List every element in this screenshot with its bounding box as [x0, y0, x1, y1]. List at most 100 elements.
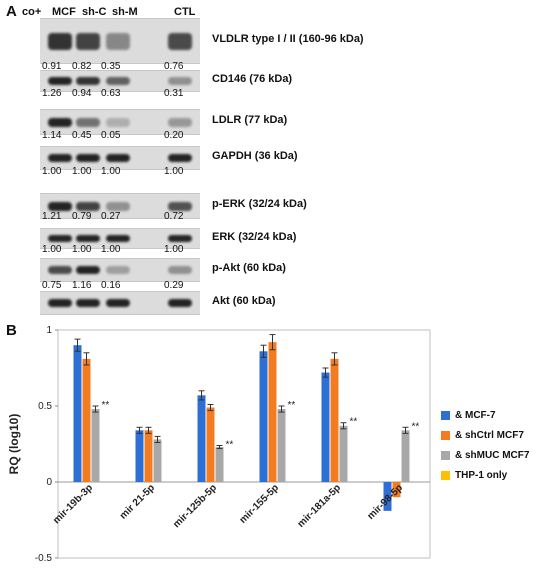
densitometry-value: 1.00 [42, 166, 62, 177]
blot-band [168, 77, 192, 85]
densitometry-value: 0.76 [164, 61, 184, 72]
blot-strip-0 [40, 18, 200, 64]
bar [153, 439, 162, 482]
y-tick-label: 1 [46, 325, 52, 336]
blot-strip-6 [40, 258, 200, 282]
bar [73, 345, 82, 482]
lane-label-co: co+ [22, 6, 42, 18]
blot-band [48, 266, 72, 274]
blot-band [76, 118, 100, 127]
legend-swatch [441, 431, 450, 440]
legend-label: & shCtrl MCF7 [455, 430, 524, 441]
densitometry-value: 1.00 [72, 244, 92, 255]
blot-band [48, 202, 72, 211]
bar [330, 358, 339, 482]
significance-mark: ** [412, 421, 420, 432]
category-label: mir-125b-5p [171, 482, 219, 530]
bar [383, 482, 392, 511]
legend-item: & shCtrl MCF7 [441, 430, 524, 441]
legend-item: & shMUC MCF7 [441, 450, 529, 461]
blot-band [48, 118, 72, 127]
y-axis-label: RQ (log10) [7, 414, 21, 475]
blot-band [76, 299, 100, 307]
category-label: mir-181a-5p [296, 482, 343, 529]
blot-band [48, 299, 72, 307]
blot-label: Akt (60 kDa) [212, 295, 276, 307]
bar [135, 430, 144, 482]
densitometry-value: 1.00 [164, 166, 184, 177]
densitometry-value: 0.79 [72, 211, 92, 222]
bar [339, 425, 348, 482]
blot-label: VLDLR type I / II (160-96 kDa) [212, 33, 364, 45]
blot-strip-3 [40, 146, 200, 170]
legend-label: THP-1 only [455, 470, 508, 481]
densitometry-value: 1.16 [72, 280, 92, 291]
blot-band [76, 266, 100, 274]
legend-label: & shMUC MCF7 [455, 450, 530, 461]
blot-band [76, 33, 100, 50]
densitometry-value: 0.29 [164, 280, 184, 291]
densitometry-value: 0.45 [72, 130, 92, 141]
legend-swatch [441, 451, 450, 460]
blot-label: p-ERK (32/24 kDa) [212, 198, 307, 210]
densitometry-value: 1.26 [42, 88, 62, 99]
blot-band [168, 33, 192, 50]
densitometry-value: 0.31 [164, 88, 184, 99]
densitometry-value: 1.00 [42, 244, 62, 255]
densitometry-value: 0.35 [101, 61, 121, 72]
bar [392, 482, 401, 498]
panel-a-letter: A [6, 3, 17, 20]
densitometry-value: 0.82 [72, 61, 92, 72]
blot-band [168, 266, 192, 274]
blot-strip-7 [40, 291, 200, 315]
densitometry-value: 0.20 [164, 130, 184, 141]
densitometry-value: 0.63 [101, 88, 121, 99]
blot-band [106, 266, 130, 274]
significance-mark: ** [226, 440, 234, 451]
densitometry-value: 0.05 [101, 130, 121, 141]
blot-band [76, 202, 100, 211]
lane-label-mcf: MCF [52, 6, 76, 18]
legend-item: & MCF-7 [441, 410, 496, 421]
blot-label: GAPDH (36 kDa) [212, 150, 298, 162]
bar [268, 342, 277, 482]
y-tick-label: 0.5 [38, 401, 52, 412]
blot-band [168, 118, 192, 127]
blot-band [106, 118, 130, 127]
blot-band [168, 202, 192, 211]
blot-band [48, 77, 72, 85]
blot-label: CD146 (76 kDa) [212, 73, 293, 85]
blot-band [106, 33, 130, 50]
significance-mark: ** [350, 417, 358, 428]
blot-band [168, 299, 192, 307]
blot-label: LDLR (77 kDa) [212, 114, 288, 126]
legend-swatch [441, 471, 450, 480]
legend-label: & MCF-7 [455, 410, 496, 421]
blot-band [76, 154, 100, 162]
category-label: mir 21-5p [118, 482, 157, 521]
legend-swatch [441, 411, 450, 420]
blot-band [76, 235, 100, 242]
blot-band [168, 154, 192, 162]
densitometry-value: 0.72 [164, 211, 184, 222]
densitometry-value: 1.00 [101, 166, 121, 177]
densitometry-value: 0.27 [101, 211, 121, 222]
densitometry-value: 0.16 [101, 280, 121, 291]
lane-label-shm: sh-M [112, 6, 138, 18]
blot-band [106, 154, 130, 162]
bar [277, 409, 286, 482]
blot-band [48, 154, 72, 162]
densitometry-value: 1.14 [42, 130, 62, 141]
blot-band [48, 235, 72, 242]
bar [215, 447, 224, 482]
bar [144, 430, 153, 482]
blot-band [106, 202, 130, 211]
y-tick-label: 0 [46, 477, 52, 488]
bar [197, 395, 206, 482]
blot-strip-2 [40, 109, 200, 135]
densitometry-value: 1.00 [72, 166, 92, 177]
panel-b-letter: B [6, 322, 17, 339]
bar [206, 407, 215, 482]
blot-strip-4 [40, 193, 200, 219]
